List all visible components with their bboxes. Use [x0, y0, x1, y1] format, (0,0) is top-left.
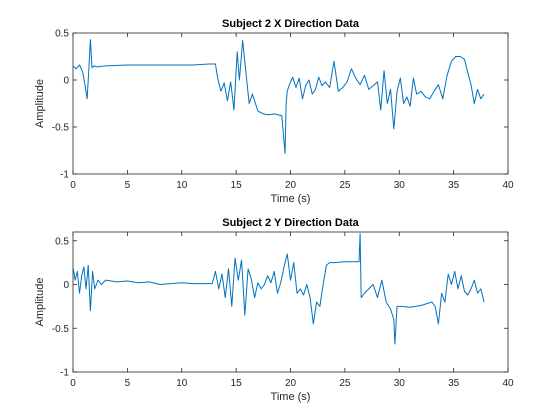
x-tick-label: 0 — [70, 378, 76, 389]
y-tick-label: -0.5 — [52, 123, 70, 134]
y-tick-label: 0 — [63, 76, 69, 87]
x-tick-label: 15 — [231, 378, 243, 389]
x-tick-label: 40 — [502, 378, 514, 389]
chart-2: 0 5 10 15 20 25 30 35 40 -1 -0.5 0 0.5 Subject 2 Y Di… — [34, 217, 514, 403]
series-line — [73, 39, 485, 154]
plot-area — [72, 32, 509, 175]
x-tick-label: 30 — [394, 180, 406, 191]
x-axis-label: Time (s) — [271, 391, 311, 403]
y-axis-label: Amplitude — [34, 79, 46, 128]
y-axis-label: Amplitude — [34, 278, 46, 327]
x-tick-label: 5 — [125, 180, 131, 191]
chart-1: 0 5 10 15 20 25 30 35 40 -1 -0.5 0 0.5 Subject 2 X Di… — [34, 18, 514, 205]
chart-title: Subject 2 Y Direction Data — [222, 217, 359, 229]
x-tick-label: 20 — [285, 378, 297, 389]
x-tick-label: 35 — [448, 378, 460, 389]
x-tick-label: 15 — [231, 180, 243, 191]
plot-area — [72, 231, 509, 373]
y-tick-label: 0.5 — [55, 236, 69, 247]
x-tick-label: 0 — [70, 180, 76, 191]
x-axis-label: Time (s) — [271, 193, 311, 205]
y-tick-label: -1 — [60, 170, 69, 181]
x-tick-label: 30 — [394, 378, 406, 389]
y-tick-label: -1 — [60, 368, 69, 379]
chart-title: Subject 2 X Direction Data — [222, 18, 360, 30]
x-tick-label: 20 — [285, 180, 297, 191]
series-line — [73, 233, 485, 345]
x-tick-label: 10 — [176, 180, 188, 191]
y-tick-label: -0.5 — [52, 324, 70, 335]
x-tick-label: 10 — [176, 378, 188, 389]
x-tick-label: 35 — [448, 180, 460, 191]
x-tick-label: 5 — [125, 378, 131, 389]
y-tick-label: 0.5 — [55, 29, 69, 40]
x-tick-label: 40 — [502, 180, 514, 191]
x-tick-label: 25 — [339, 180, 351, 191]
x-tick-label: 25 — [339, 378, 351, 389]
y-tick-label: 0 — [63, 280, 69, 291]
